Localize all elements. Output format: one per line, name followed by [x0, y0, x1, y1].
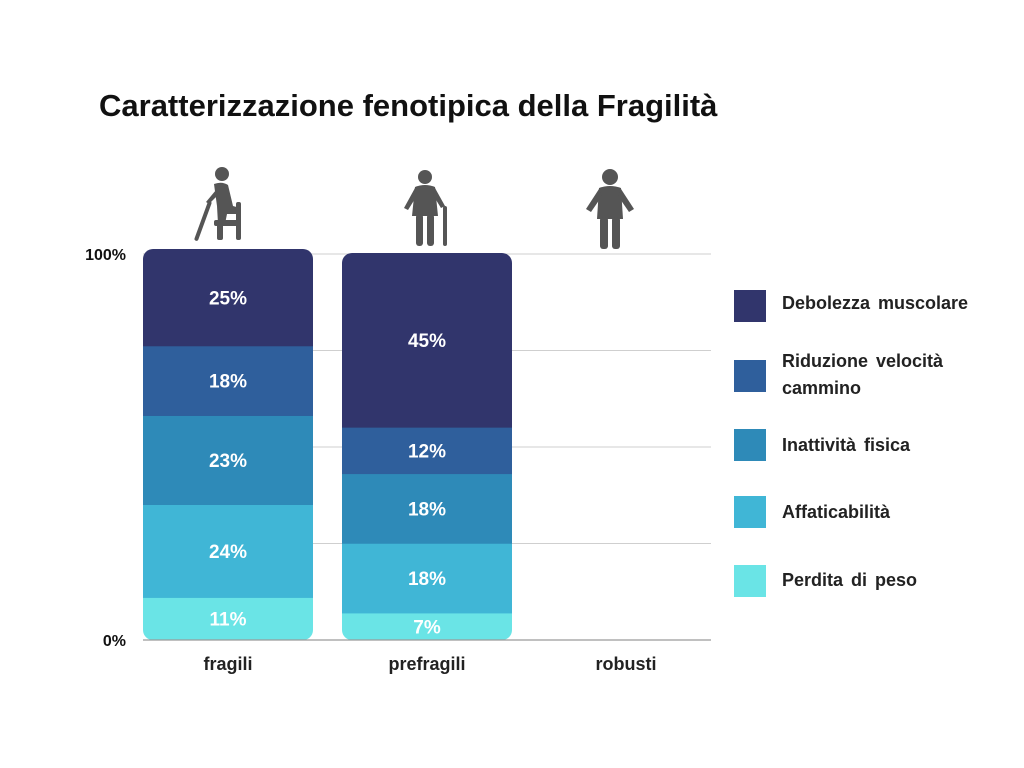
legend-item-riduzione-velocita-cammino: Riduzione velocità cammino [734, 351, 1010, 402]
bar-segment [342, 543, 512, 614]
segment-value-label: 7% [413, 617, 441, 638]
chart-title: Caratterizzazione fenotipica della Fragi… [99, 88, 718, 123]
legend-swatch [734, 290, 766, 322]
elderly-person-with-cane-icon [404, 170, 447, 246]
legend-swatch [734, 429, 766, 461]
bar-segment [342, 253, 512, 428]
legend-label: Affaticabilità [782, 502, 891, 522]
x-category-label: robusti [596, 654, 657, 674]
legend-item-affaticabilita: Affaticabilità [734, 496, 1010, 528]
bar-stack [342, 253, 512, 640]
legend-item-perdita-di-peso: Perdita di peso [734, 565, 1010, 597]
bars [143, 249, 512, 640]
bar-stack [143, 249, 313, 640]
seated-elderly-person-with-cane-icon [194, 167, 241, 241]
legend-label: Inattività fisica [782, 435, 911, 455]
bar-segment [342, 427, 512, 475]
bar-segment [342, 473, 512, 544]
segment-value-label: 18% [408, 499, 446, 520]
standing-person-icon [586, 169, 634, 249]
x-category-label: prefragili [388, 654, 465, 674]
legend-swatch [734, 565, 766, 597]
bar-segment [143, 249, 313, 347]
segment-value-label: 18% [408, 569, 446, 590]
segment-value-label: 25% [209, 288, 247, 309]
axes: 0% 100% fragili prefragili robusti [85, 247, 711, 674]
segment-labels: 11% 24% 23% 18% 25% 7% 18% 18% 12% 45% [209, 288, 446, 638]
legend-swatch [734, 496, 766, 528]
x-category-label: fragili [203, 654, 252, 674]
legend-label: Perdita di peso [782, 570, 918, 590]
bar-segment [143, 597, 313, 640]
legend-item-inattivita-fisica: Inattività fisica [734, 429, 1010, 461]
y-tick-label: 0% [103, 633, 126, 650]
segment-value-label: 11% [210, 610, 247, 631]
bar-segment [143, 504, 313, 598]
legend-label: Debolezza muscolare [782, 293, 969, 313]
y-tick-label: 100% [85, 247, 126, 264]
legend-label: Riduzione velocità cammino [782, 351, 944, 398]
segment-value-label: 12% [408, 441, 446, 462]
legend-swatch [734, 360, 766, 392]
segment-value-label: 23% [209, 451, 247, 472]
segment-value-label: 45% [408, 331, 446, 352]
segment-value-label: 18% [209, 372, 247, 393]
bar-segment [342, 612, 512, 640]
segment-value-label: 24% [209, 542, 247, 563]
legend-item-debolezza-muscolare: Debolezza muscolare [734, 290, 1010, 322]
bar-segment [143, 415, 313, 506]
bar-segment [143, 345, 313, 416]
